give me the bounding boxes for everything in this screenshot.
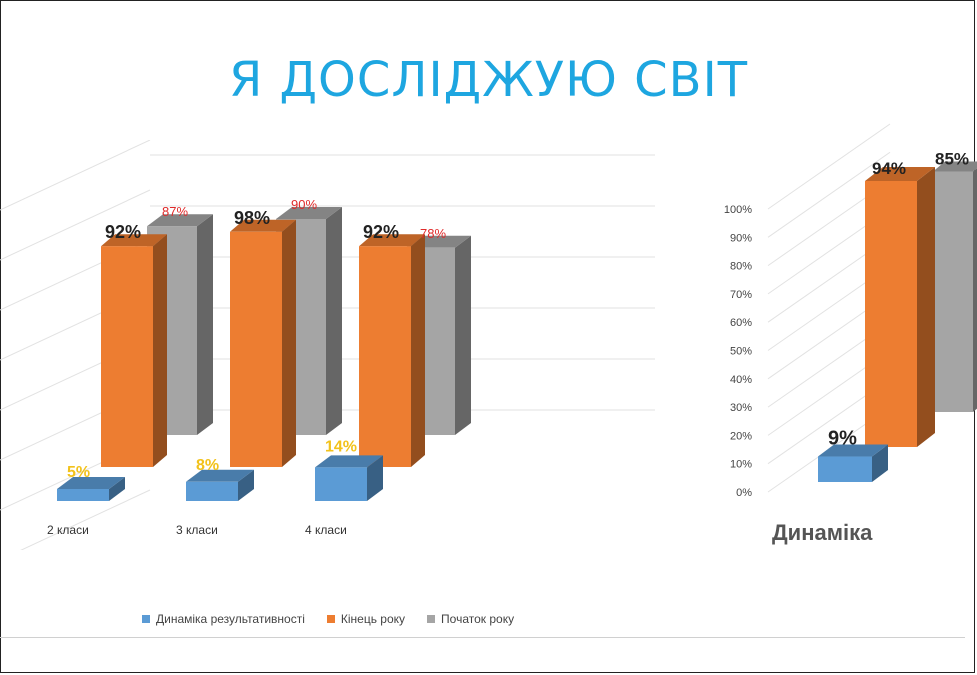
- bar-start-total-top: [933, 161, 977, 172]
- data-label-dynamics: 8%: [196, 457, 219, 474]
- grid-wall-line: [0, 189, 151, 261]
- category-label: 4 класи: [305, 523, 347, 537]
- chart-left: 87% 92% 5% 2 класи 90% 98% 8% 3 класи 78% 92% 14% 4…: [0, 140, 655, 550]
- y-tick-label: 0%: [736, 487, 752, 499]
- bar-dynamics-3: [186, 481, 238, 501]
- data-label-end: 94%: [872, 159, 906, 178]
- bar-dynamics-4: [315, 467, 367, 501]
- bar-start-total: [933, 171, 973, 412]
- bar-end-2-side: [153, 234, 167, 467]
- y-tick-label: 90%: [730, 232, 752, 244]
- data-label-dynamics: 5%: [67, 464, 90, 481]
- chart-right: 0% 10% 20% 30% 40% 50% 60% 70% 80% 90% 100% 85% 94% 9…: [724, 123, 977, 545]
- footer-divider: [0, 637, 965, 638]
- bar-dynamics-2: [57, 489, 109, 501]
- y-tick-label: 30%: [730, 402, 752, 414]
- bar-end-3-top: [230, 219, 296, 232]
- y-tick-label: 50%: [730, 346, 752, 358]
- grid-wall-line: [767, 123, 891, 210]
- bar-start-2-top: [147, 214, 213, 227]
- slide-title: Я ДОСЛІДЖУЮ СВІТ: [228, 52, 749, 108]
- legend-label-start: Початок року: [441, 612, 515, 626]
- bar-dynamics-total-side: [872, 444, 888, 482]
- category-label: 2 класи: [47, 523, 89, 537]
- data-label-start: 85%: [935, 149, 969, 168]
- bar-end-4-side: [411, 234, 425, 467]
- legend-item-dynamics: Динаміка результативності: [142, 612, 305, 626]
- bar-dynamics-3-top: [186, 469, 254, 482]
- grid-wall-line: [20, 489, 151, 550]
- legend-swatch-gray: [427, 615, 436, 623]
- bar-end-2: [101, 246, 153, 467]
- legend-label-end: Кінець року: [340, 612, 406, 626]
- bar-start-3-top: [276, 207, 342, 219]
- data-label-start: 90%: [291, 197, 317, 212]
- bar-start-total-side: [973, 168, 977, 412]
- data-label-start: 87%: [162, 204, 188, 219]
- data-label-start: 78%: [420, 226, 446, 241]
- legend-swatch-orange: [326, 615, 335, 623]
- bar-end-2-top: [101, 234, 167, 247]
- y-tick-label: 20%: [730, 430, 752, 442]
- bar-dynamics-2-side: [109, 477, 125, 501]
- bar-end-4: [359, 246, 411, 467]
- data-label-end: 98%: [234, 208, 270, 228]
- y-tick-label: 40%: [730, 374, 752, 386]
- bar-dynamics-4-top: [315, 455, 383, 468]
- legend-label-dynamics: Динаміка результативності: [156, 612, 305, 626]
- bar-start-2-side: [197, 214, 213, 435]
- data-label-end: 92%: [363, 222, 399, 242]
- bar-end-total-side: [917, 166, 935, 447]
- bar-end-3: [230, 231, 282, 467]
- y-tick-label: 100%: [724, 204, 752, 216]
- grid-wall-line: [0, 140, 151, 211]
- chart-legend: Динаміка результативності Кінець року По…: [142, 612, 514, 626]
- chart-title: Динаміка: [772, 520, 873, 545]
- legend-item-end: Кінець року: [326, 612, 406, 626]
- bar-end-total-top: [865, 166, 935, 181]
- category-label: 3 класи: [176, 523, 218, 537]
- y-tick-label: 10%: [730, 459, 752, 471]
- bar-dynamics-total: [818, 456, 872, 482]
- bar-dynamics-total-top: [818, 444, 888, 457]
- y-tick-label: 60%: [730, 317, 752, 329]
- y-tick-label: 80%: [730, 261, 752, 273]
- y-tick-label: 70%: [730, 289, 752, 301]
- data-label-end: 92%: [105, 222, 141, 242]
- bar-dynamics-2-top: [57, 477, 125, 489]
- bar-dynamics-3-side: [238, 469, 254, 501]
- bar-dynamics-4-side: [367, 455, 383, 501]
- legend-item-start: Початок року: [427, 612, 514, 626]
- grid-wall-line: [767, 151, 891, 238]
- bar-start-4-side: [455, 235, 471, 435]
- data-label-dynamics: 9%: [828, 428, 857, 450]
- bar-start-3-side: [326, 207, 342, 435]
- legend-swatch-blue: [142, 615, 150, 623]
- bar-end-4-top: [359, 234, 425, 247]
- data-label-dynamics: 14%: [325, 438, 357, 455]
- bar-end-total: [865, 180, 917, 447]
- bar-end-3-side: [282, 219, 296, 467]
